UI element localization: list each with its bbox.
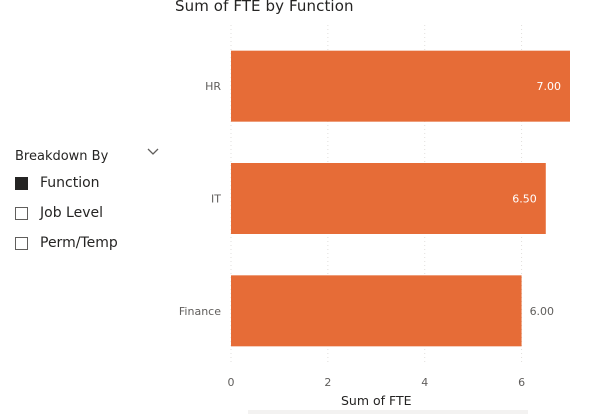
y-tick-label: Finance bbox=[179, 305, 221, 318]
slicer-item-label: Perm/Temp bbox=[40, 235, 118, 251]
breakdown-slicer: Breakdown By Function Job Level Perm/Tem… bbox=[15, 148, 165, 251]
bar bbox=[231, 50, 570, 122]
slicer-header: Breakdown By bbox=[15, 148, 165, 168]
data-label: 6.50 bbox=[512, 193, 537, 206]
y-tick-label: HR bbox=[205, 80, 221, 93]
x-tick-label: 2 bbox=[324, 376, 331, 389]
y-tick-label: IT bbox=[211, 193, 221, 206]
horizontal-scrollbar[interactable] bbox=[248, 410, 528, 414]
checkbox-function[interactable] bbox=[15, 177, 28, 190]
data-label: 7.00 bbox=[537, 80, 562, 93]
slicer-item-label: Function bbox=[40, 175, 100, 191]
slicer-title: Breakdown By bbox=[15, 149, 109, 164]
bar bbox=[231, 275, 522, 347]
data-label: 6.00 bbox=[530, 305, 555, 318]
x-tick-label: 0 bbox=[228, 376, 235, 389]
slicer-item-label: Job Level bbox=[40, 205, 103, 221]
bar bbox=[231, 163, 546, 234]
x-tick-label: 4 bbox=[421, 376, 428, 389]
checkbox-job-level[interactable] bbox=[15, 207, 28, 220]
chart-title: Sum of FTE by Function bbox=[175, 0, 354, 15]
checkbox-perm-temp[interactable] bbox=[15, 237, 28, 250]
x-tick-label: 6 bbox=[518, 376, 525, 389]
x-axis-title: Sum of FTE bbox=[341, 393, 412, 408]
chevron-down-icon[interactable] bbox=[146, 146, 160, 158]
